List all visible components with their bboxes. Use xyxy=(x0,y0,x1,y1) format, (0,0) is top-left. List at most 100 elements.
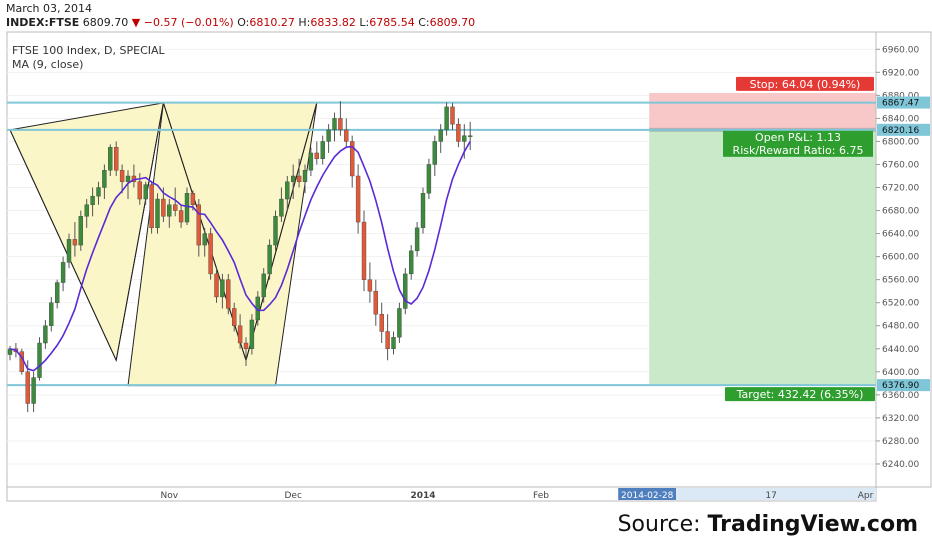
candle-body xyxy=(137,181,143,200)
candle-body xyxy=(243,342,249,349)
candle-body xyxy=(220,279,225,298)
candle-body xyxy=(426,164,432,194)
candle-body xyxy=(379,314,384,332)
candle-body xyxy=(226,279,231,309)
candle-body xyxy=(113,146,119,171)
x-tick-label: 17 xyxy=(765,491,776,501)
price-badge-label: 6376.90 xyxy=(882,381,919,391)
close-value: 6809.70 xyxy=(429,16,476,29)
moving-average xyxy=(9,141,471,372)
candle-body xyxy=(450,106,455,125)
candle-body xyxy=(231,308,237,326)
candle-body xyxy=(172,204,178,211)
candle-body xyxy=(332,118,337,131)
last-price: 6809.70 xyxy=(82,16,129,29)
candle-body xyxy=(285,181,290,200)
y-tick-label: 6600.00 xyxy=(882,253,919,263)
x-tick-label: Nov xyxy=(161,491,179,501)
series-title[interactable]: FTSE 100 Index, D, SPECIAL xyxy=(12,44,165,57)
candle-body xyxy=(261,273,266,298)
close-label: C: xyxy=(418,16,430,29)
candle-body xyxy=(178,210,184,223)
candle-body xyxy=(314,152,319,159)
candle-body xyxy=(373,290,378,315)
candle-body xyxy=(237,325,243,344)
quote-line: INDEX:FTSE 6809.70 ▼ −0.57 (−0.01%) O: 68… xyxy=(6,16,475,29)
pnl-box xyxy=(723,130,873,157)
ma-legend[interactable]: MA (9, close) xyxy=(12,58,84,71)
y-tick-label: 6960.00 xyxy=(882,45,919,55)
candle-body xyxy=(367,279,373,292)
stop-label-box xyxy=(736,76,874,91)
candle-body xyxy=(31,377,36,404)
y-tick-label: 6320.00 xyxy=(882,414,919,424)
source-prefix: Source: xyxy=(617,512,708,537)
y-tick-label: 6520.00 xyxy=(882,299,919,309)
y-tick-label: 6400.00 xyxy=(882,368,919,378)
x-tick-label: Apr xyxy=(858,491,874,501)
risk-reward-zones xyxy=(649,92,876,386)
candle-body xyxy=(391,337,396,349)
candle-body xyxy=(267,244,272,275)
candle-body xyxy=(96,187,101,197)
candle-body xyxy=(296,175,302,182)
candles xyxy=(7,101,473,413)
candle-body xyxy=(350,141,355,177)
symbol: INDEX:FTSE xyxy=(6,16,80,29)
candle-body xyxy=(90,195,95,205)
candle-body xyxy=(438,129,443,142)
candle-body xyxy=(119,170,125,182)
candle-body xyxy=(279,198,284,217)
y-tick-label: 6480.00 xyxy=(882,322,919,332)
candle-body xyxy=(190,193,196,205)
y-tick-label: 6760.00 xyxy=(882,160,919,170)
y-tick-label: 6720.00 xyxy=(882,184,919,194)
candle-body xyxy=(420,193,426,229)
candle-body xyxy=(361,221,367,280)
candle-body xyxy=(202,233,207,246)
pattern-drawing[interactable] xyxy=(9,102,318,387)
candle-body xyxy=(355,175,361,223)
candle-body xyxy=(273,216,278,246)
x-tick-label: 2014-02-28 xyxy=(621,491,674,501)
y-tick-label: 6560.00 xyxy=(882,276,919,286)
down-arrow-icon: ▼ xyxy=(131,16,141,29)
candle-body xyxy=(196,204,202,246)
candle-body xyxy=(49,302,54,326)
candle-body xyxy=(66,239,72,263)
candle-body xyxy=(125,175,131,182)
price-change: −0.57 (−0.01%) xyxy=(143,16,234,29)
candle-body xyxy=(302,170,308,182)
candle-body xyxy=(468,135,473,137)
axes: 6240.00 6280.00 6320.00 6360.00 6400.00 6440.… xyxy=(6,31,932,502)
candle-body xyxy=(397,308,402,338)
candle-body xyxy=(102,170,107,188)
x-tick-label: Feb xyxy=(533,491,549,501)
candle-body xyxy=(432,141,437,165)
y-tick-label: 6800.00 xyxy=(882,137,919,147)
position-labels: Stop: 64.04 (0.94%) Open P&L: 1.13Risk/Re… xyxy=(723,76,875,402)
candle-body xyxy=(456,123,461,142)
price-badge xyxy=(877,96,930,109)
candle-body xyxy=(409,250,414,275)
y-tick-label: 6680.00 xyxy=(882,207,919,217)
open-label: O: xyxy=(237,16,250,29)
stop-label: Stop: 64.04 (0.94%) xyxy=(750,78,861,91)
candle-body xyxy=(308,152,314,171)
candle-body xyxy=(184,193,190,223)
price-badge xyxy=(877,379,930,392)
y-tick-label: 6840.00 xyxy=(882,114,919,124)
candle-body xyxy=(214,273,219,298)
candle-body xyxy=(43,325,48,344)
source-credit: Source: TradingView.com xyxy=(618,512,918,537)
price-badge-label: 6867.47 xyxy=(882,99,919,109)
candle-body xyxy=(37,342,42,378)
source-brand: TradingView.com xyxy=(707,512,918,537)
candle-body xyxy=(25,371,30,404)
candle-body xyxy=(414,227,420,252)
y-tick-label: 6280.00 xyxy=(882,437,919,447)
y-tick-label: 6360.00 xyxy=(882,391,919,401)
candle-body xyxy=(338,118,343,131)
candle-body xyxy=(167,204,172,217)
